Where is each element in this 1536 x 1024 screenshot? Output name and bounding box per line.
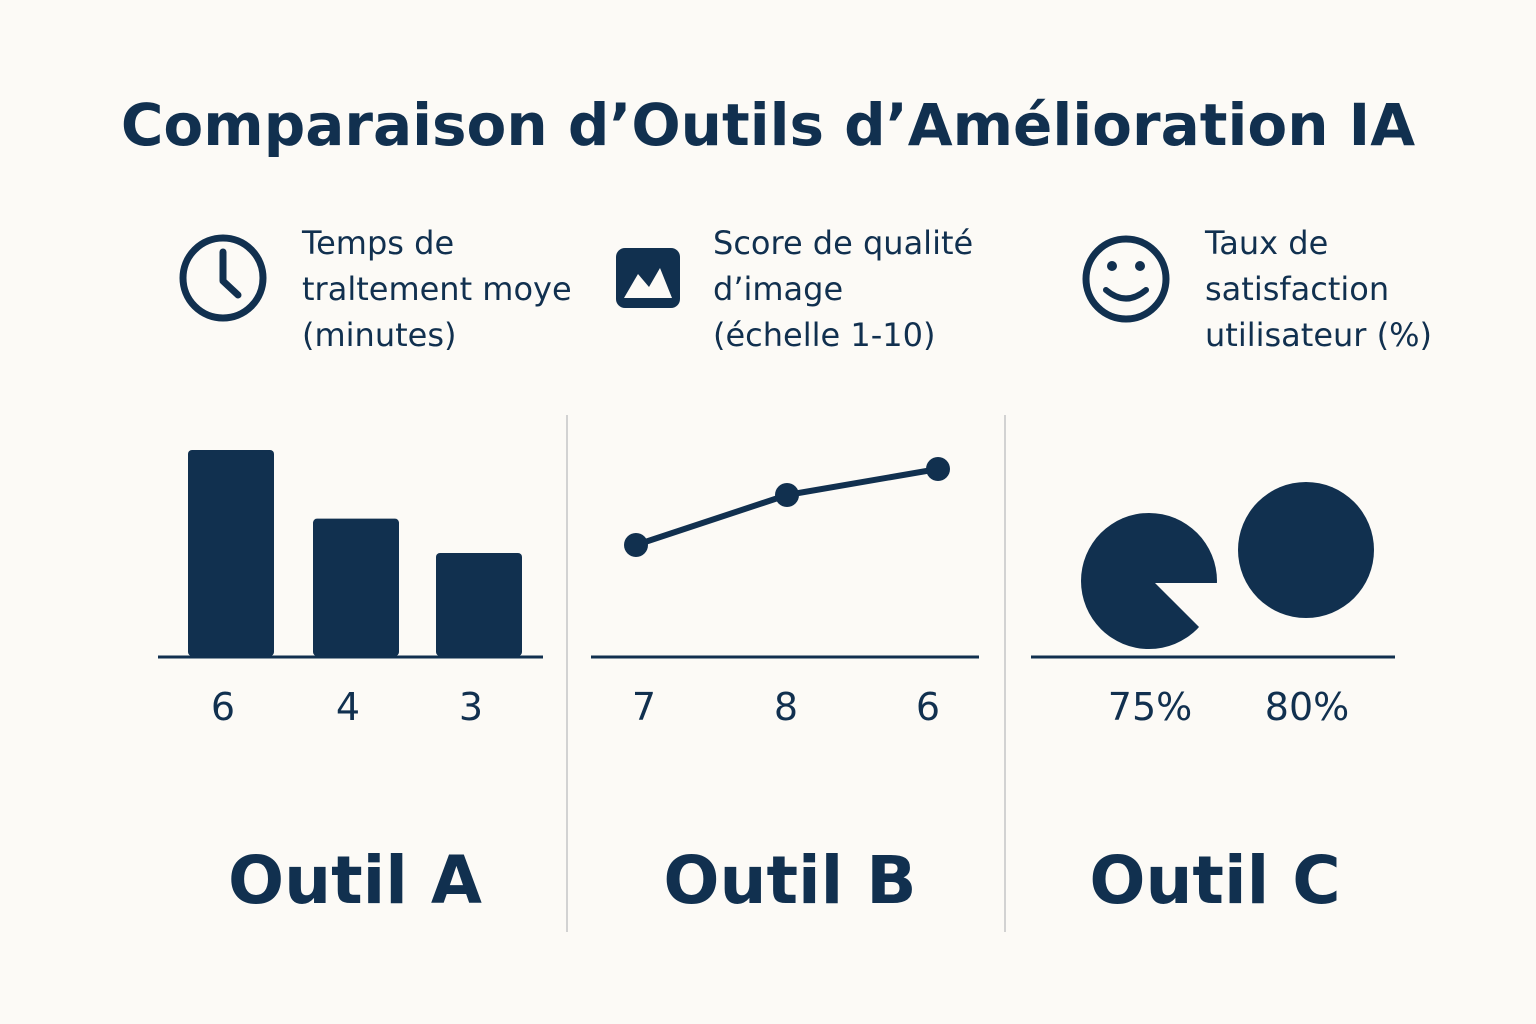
tool-label-a: Outil A — [228, 842, 482, 919]
metric-header-time: Temps de traltement moye (minutes) — [179, 224, 572, 354]
pie-slice-empty — [1155, 583, 1218, 628]
line-point — [624, 533, 648, 557]
line-value-label: 7 — [632, 685, 656, 729]
metric-label-line: traltement moye — [302, 270, 572, 308]
line-value-label: 8 — [774, 685, 798, 729]
metric-label-line: Taux de — [1204, 224, 1328, 262]
bar — [313, 518, 399, 656]
metric-label-line: (échelle 1-10) — [713, 316, 935, 354]
metric-header-satisfaction: Taux de satisfaction utilisateur (%) — [1082, 224, 1432, 354]
pie-value-label: 80% — [1265, 685, 1349, 729]
line-chart: 7 8 6 — [624, 457, 950, 729]
line-value-label: 6 — [916, 685, 940, 729]
smiley-icon — [1082, 235, 1170, 323]
bar-chart: 6 4 3 — [188, 450, 522, 729]
metric-label-line: Temps de — [301, 224, 454, 262]
bar — [436, 553, 522, 656]
pie-value-label: 75% — [1108, 685, 1192, 729]
metric-label-line: d’image — [713, 270, 843, 308]
bar — [188, 450, 274, 656]
metric-label-line: Score de qualité — [713, 224, 973, 262]
metric-label-line: utilisateur (%) — [1205, 316, 1432, 354]
bar-value-label: 3 — [459, 685, 483, 729]
image-icon — [616, 248, 680, 308]
bar-value-label: 6 — [211, 685, 235, 729]
pie-full — [1238, 482, 1374, 618]
metric-label-line: satisfaction — [1205, 270, 1389, 308]
bar-value-label: 4 — [336, 685, 360, 729]
tool-label-c: Outil C — [1089, 842, 1340, 919]
metric-header-quality: Score de qualité d’image (échelle 1-10) — [616, 224, 973, 354]
tool-label-b: Outil B — [663, 842, 916, 919]
page-title: Comparaison d’Outils d’Amélioration IA — [121, 91, 1415, 159]
pie-chart: 75% 80% — [1081, 482, 1374, 729]
metric-label-line: (minutes) — [302, 316, 457, 354]
line-point — [775, 483, 799, 507]
line-point — [926, 457, 950, 481]
clock-icon — [179, 234, 267, 322]
pie-slice-filled — [1081, 513, 1217, 649]
